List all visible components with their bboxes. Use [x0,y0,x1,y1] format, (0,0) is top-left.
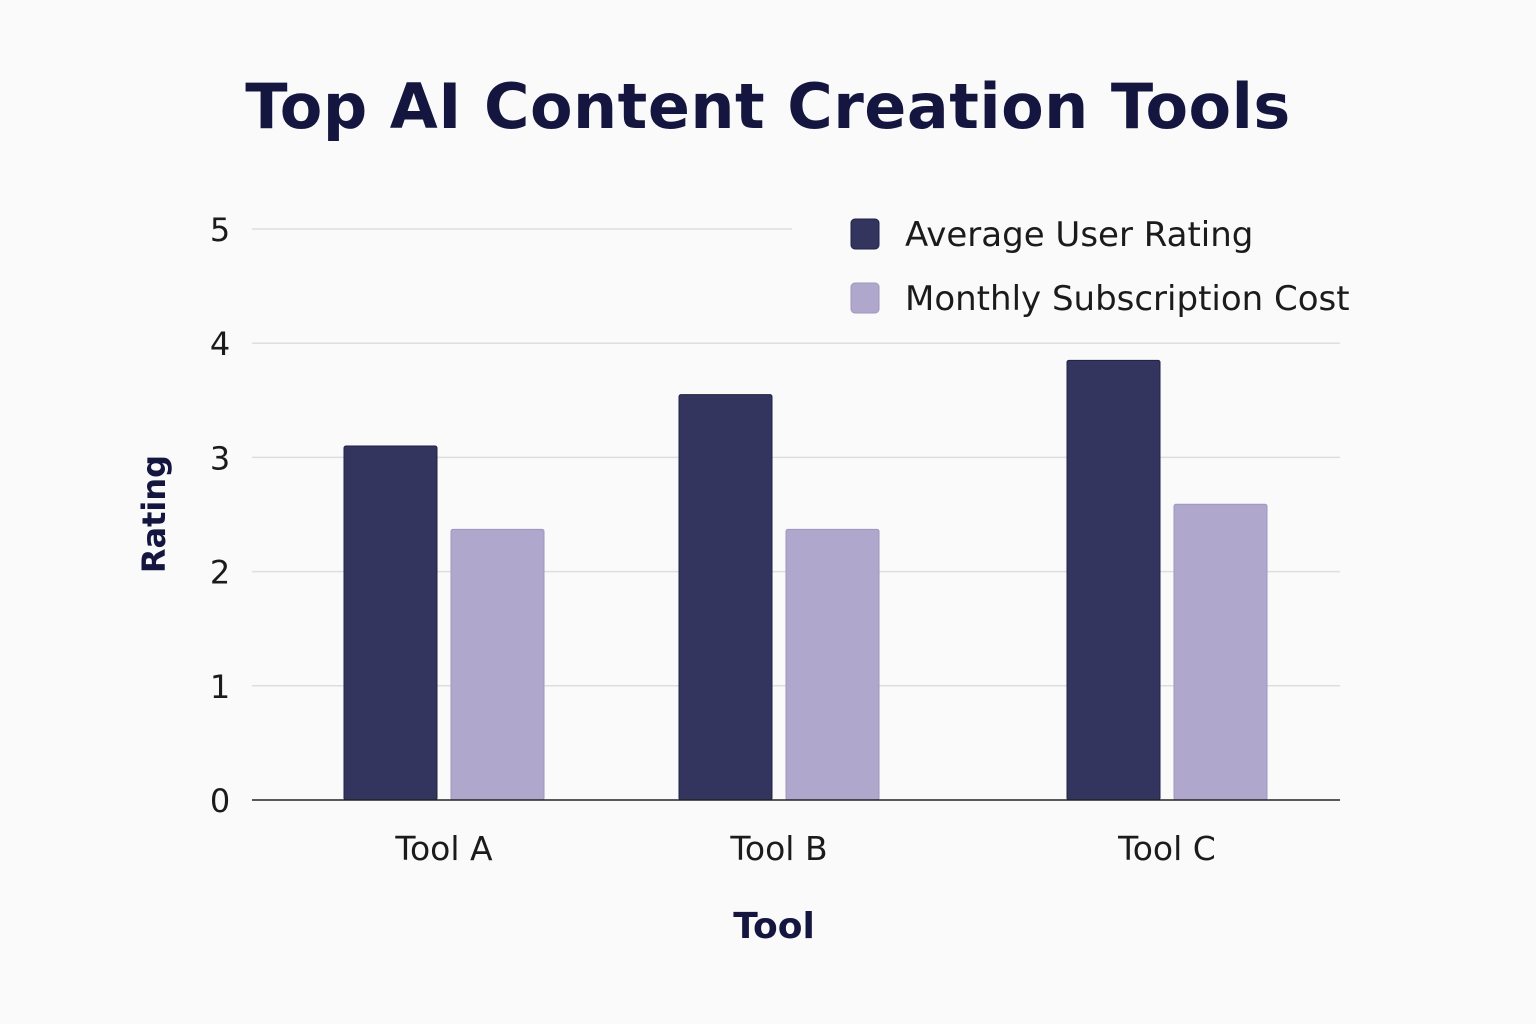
x-category-labels: Tool A Tool B Tool C [394,829,1215,868]
legend-swatch [850,218,880,250]
x-category-label: Tool A [394,829,493,868]
x-category-label: Tool C [1117,829,1216,868]
y-tick-label: 4 [210,325,230,363]
legend: Average User Rating Monthly Subscription … [850,215,1350,319]
x-category-label: Tool B [729,829,827,868]
chart-title: Top AI Content Creation Tools [245,70,1291,143]
y-axis-title: Rating [135,455,173,573]
bar-average-user-rating [1066,359,1161,801]
y-tick-label: 0 [210,782,230,820]
bar-monthly-subscription-cost [785,528,880,801]
y-tick-label: 3 [210,439,230,477]
bar-average-user-rating [678,394,773,801]
bar-monthly-subscription-cost [1173,503,1268,801]
legend-swatch [850,282,880,314]
x-axis-title: Tool [733,906,815,947]
y-tick-label: 5 [210,211,230,249]
legend-background [792,205,1352,323]
legend-label: Average User Rating [905,215,1253,255]
bar-monthly-subscription-cost [450,528,545,801]
bar-average-user-rating [343,445,438,801]
bars [343,359,1268,801]
y-tick-label: 1 [210,668,230,706]
y-tick-labels: 0 1 2 3 4 5 [210,211,230,820]
y-tick-label: 2 [210,554,230,592]
legend-label: Monthly Subscription Cost [905,279,1350,319]
